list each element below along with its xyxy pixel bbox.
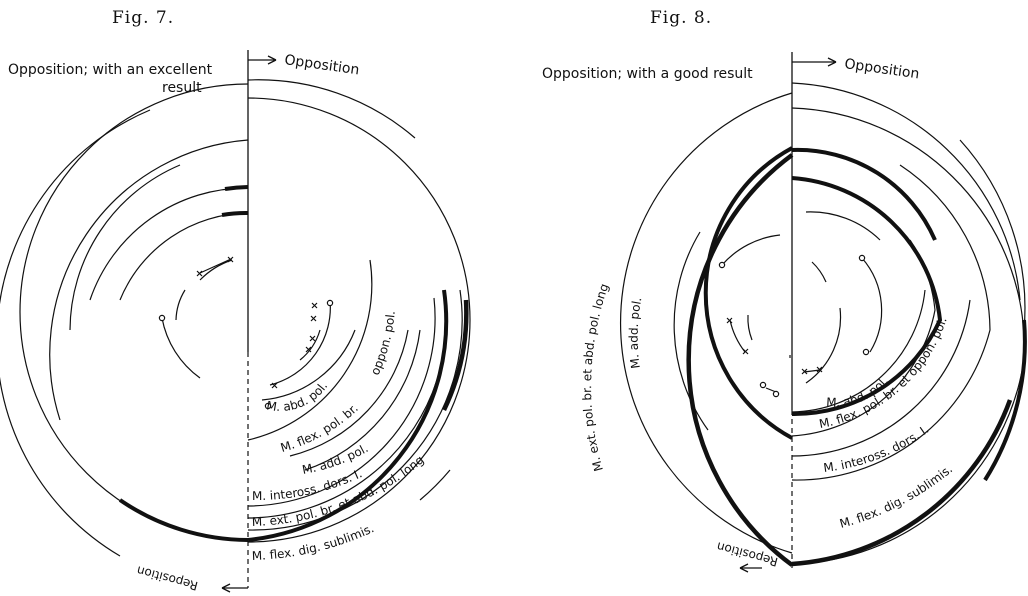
- arc: [89, 187, 249, 301]
- arc: [269, 299, 331, 386]
- muscle-label: M. inteross. dors. I.: [823, 422, 932, 475]
- connector-line: [803, 369, 821, 373]
- arc: [299, 329, 321, 361]
- arc: [247, 297, 436, 507]
- arrow-head-icon: [221, 583, 231, 593]
- opposition-arcs: [247, 79, 471, 543]
- thick-arc: [703, 146, 793, 440]
- thick-arc: [791, 399, 1013, 567]
- cross-marker-icon: [310, 315, 317, 322]
- cross-marker-icon: [196, 270, 203, 277]
- figure-8-heading: Opposition; with a good result: [542, 66, 753, 82]
- arc: [69, 164, 181, 331]
- arc: [721, 234, 781, 266]
- reposition-arcs: [0, 83, 249, 557]
- arc: [619, 92, 793, 554]
- thick-arc: [441, 299, 469, 411]
- arc: [247, 289, 463, 531]
- circle-marker-icon: [858, 254, 866, 262]
- cross-marker-icon: [311, 302, 318, 309]
- arc: [247, 259, 373, 441]
- thick-arc: [791, 147, 937, 241]
- arc: [261, 329, 356, 401]
- muscle-label: M. add. pol.: [627, 296, 645, 370]
- arc: [49, 139, 249, 421]
- arc: [161, 317, 201, 379]
- circle-marker-icon: [759, 381, 767, 389]
- arc: [791, 164, 991, 481]
- endpoint-markers: [718, 254, 870, 398]
- arc: [791, 299, 971, 457]
- cross-marker-icon: [309, 335, 316, 342]
- thick-arc: [983, 319, 1027, 482]
- arc: [289, 329, 409, 457]
- arc: [199, 259, 233, 281]
- arc: [0, 109, 151, 557]
- circle-marker-icon: [264, 402, 272, 410]
- arc: [959, 139, 1026, 331]
- arc: [729, 319, 746, 353]
- thick-arc: [686, 153, 794, 567]
- circle-marker-icon: [326, 299, 334, 307]
- muscle-label: oppon. pol.: [368, 310, 398, 377]
- cross-marker-icon: [271, 382, 278, 389]
- thick-arc: [221, 210, 249, 217]
- arc: [247, 79, 416, 139]
- cross-marker-icon: [726, 317, 733, 324]
- figure-8-title: Fig. 8.: [650, 8, 713, 28]
- arc: [304, 329, 421, 471]
- reposition-arcs: [721, 234, 791, 393]
- muscle-label: M. flex. pol. br. et oppon. pol.: [818, 315, 950, 431]
- arc: [805, 211, 881, 241]
- arc: [119, 212, 249, 301]
- arc: [747, 314, 753, 341]
- thick-arc: [247, 289, 449, 542]
- arc: [673, 231, 709, 431]
- figure-8: Opposition; with a good result Oppositio…: [0, 0, 1027, 573]
- arc: [805, 307, 842, 384]
- arc: [247, 369, 441, 519]
- figure-7-heading-line1: Opposition; with an excellent: [8, 62, 213, 78]
- endpoint-markers: [158, 299, 334, 410]
- circle-marker-icon: [772, 390, 780, 398]
- arc: [811, 261, 827, 283]
- arc: [419, 469, 451, 501]
- arc: [175, 289, 186, 321]
- arc: [247, 97, 471, 543]
- figure-7-heading-line2: result: [162, 80, 202, 96]
- cross-markers: [196, 256, 318, 389]
- circle-marker-icon: [158, 314, 166, 322]
- reposition-label: Reposition: [135, 563, 199, 593]
- thick-arc: [118, 498, 249, 542]
- cross-marker-icon: [742, 348, 749, 355]
- circle-marker-icon: [718, 261, 726, 269]
- circle-marker-icon: [862, 348, 870, 356]
- muscle-label: M. ext. pol. br. et abd. pol. long: [580, 282, 611, 473]
- cross-marker-icon: [305, 346, 312, 353]
- arc: [791, 82, 1021, 301]
- thick-arc: [791, 176, 943, 417]
- opposition-label: Opposition: [843, 56, 920, 82]
- muscle-label: M. flex. dig. sublimis.: [838, 462, 955, 531]
- connector-line: [199, 258, 232, 274]
- figure-7-title: Fig. 7.: [112, 8, 175, 28]
- figure-7: Opposition; with an excellent result Opp…: [0, 0, 471, 593]
- arc: [791, 289, 926, 413]
- arrow-head-icon: [739, 563, 749, 573]
- thick-arc: [224, 185, 249, 191]
- arrow-head-icon: [267, 55, 277, 65]
- opposition-label: Opposition: [283, 52, 360, 78]
- arc: [861, 257, 883, 353]
- arrow-head-icon: [827, 57, 837, 67]
